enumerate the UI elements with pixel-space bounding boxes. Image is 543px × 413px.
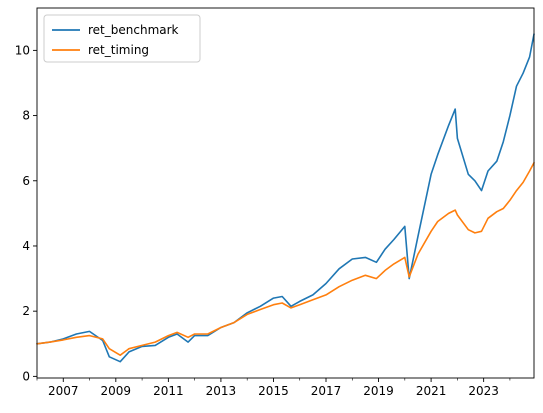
legend-label-ret-benchmark: ret_benchmark <box>88 23 179 37</box>
x-tick-label: 2019 <box>363 384 394 398</box>
series-layer <box>36 33 535 363</box>
legend: ret_benchmark ret_timing <box>43 14 201 63</box>
axes-frame <box>36 7 535 379</box>
x-tick-label: 2007 <box>48 384 79 398</box>
y-tick-label: 2 <box>22 304 30 318</box>
y-tick-label: 8 <box>22 109 30 123</box>
x-tick-label: 2013 <box>206 384 237 398</box>
series-line-ret-timing <box>36 162 535 357</box>
x-tick-label: 2011 <box>153 384 184 398</box>
x-axis: 2007 2009 2011 2013 2015 2017 2019 2021 2023 <box>36 378 511 398</box>
series-line-ret-benchmark <box>36 33 535 363</box>
plot-area <box>36 7 535 379</box>
legend-box <box>43 14 201 63</box>
y-tick-label: 6 <box>22 174 30 188</box>
y-tick-label: 10 <box>15 43 30 57</box>
y-tick-label: 0 <box>22 369 30 383</box>
x-tick-label: 2017 <box>311 384 342 398</box>
legend-label-ret-timing: ret_timing <box>88 43 149 57</box>
x-tick-label: 2009 <box>101 384 132 398</box>
y-tick-label: 4 <box>22 239 30 253</box>
x-tick-label: 2023 <box>468 384 499 398</box>
y-axis: 0 2 4 6 8 10 <box>15 43 37 383</box>
x-tick-label: 2021 <box>416 384 447 398</box>
x-tick-label: 2015 <box>258 384 289 398</box>
